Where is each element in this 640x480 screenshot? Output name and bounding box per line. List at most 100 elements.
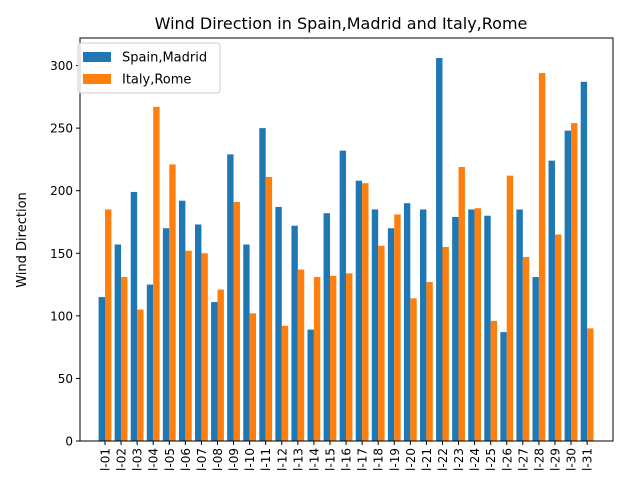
bar-italy-l-14: [313, 277, 321, 441]
bar-spain-l-23: [452, 216, 459, 441]
y-tick-label: 150: [50, 247, 73, 261]
x-tick-label: l-21: [420, 448, 434, 471]
bar-italy-l-22: [442, 247, 449, 441]
y-tick-label: 250: [50, 122, 73, 136]
x-tick-label: l-18: [372, 448, 386, 471]
bar-spain-l-15: [323, 213, 330, 441]
x-tick-label: l-24: [468, 448, 482, 471]
x-tick-label: l-14: [307, 448, 321, 471]
y-tick-label: 200: [50, 184, 73, 198]
bar-italy-l-16: [346, 273, 353, 441]
bar-spain-l-01: [98, 297, 105, 441]
x-axis: l-01 l-02 l-03 l-04 l-05 l-06 l-07 l-08 l-09 l-10…: [99, 441, 595, 471]
x-tick-label: l-31: [581, 448, 595, 471]
bar-spain-l-27: [516, 209, 523, 441]
legend-swatch-spain: [83, 52, 111, 62]
x-tick-label: l-07: [195, 448, 209, 471]
bar-italy-l-13: [297, 269, 305, 441]
bar-spain-l-22: [436, 58, 443, 442]
x-tick-label: l-16: [340, 448, 354, 471]
x-tick-label: l-05: [163, 448, 177, 471]
bar-italy-l-24: [474, 208, 482, 441]
bar-italy-l-05: [169, 164, 176, 441]
bar-italy-l-06: [185, 250, 192, 441]
bar-italy-l-25: [490, 320, 498, 441]
bar-italy-l-07: [201, 253, 208, 441]
bar-spain-l-21: [420, 209, 427, 441]
y-axis: 0 50 100 150 200 250 300: [50, 59, 80, 449]
bar-spain-l-13: [291, 225, 298, 441]
bar-spain-l-16: [339, 150, 347, 441]
bar-spain-l-08: [211, 302, 218, 441]
bar-italy-l-20: [410, 298, 417, 441]
bar-spain-l-26: [500, 332, 507, 441]
bar-spain-l-02: [114, 244, 122, 441]
bar-italy-l-10: [249, 313, 257, 441]
bar-spain-l-09: [227, 154, 234, 441]
bar-italy-l-29: [554, 234, 562, 441]
legend-swatch-italy: [83, 74, 111, 84]
bar-spain-l-18: [371, 209, 379, 441]
bar-italy-l-11: [265, 176, 273, 442]
y-tick-label: 100: [50, 309, 73, 323]
y-axis-label: Wind Direction: [15, 192, 30, 288]
bar-spain-l-11: [259, 128, 266, 442]
bar-italy-l-26: [506, 175, 514, 442]
x-tick-label: l-17: [356, 448, 370, 471]
x-tick-label: l-29: [548, 448, 562, 471]
bar-spain-l-20: [403, 203, 411, 441]
bar-spain-l-07: [195, 224, 202, 441]
bar-spain-l-30: [564, 130, 572, 442]
bar-italy-l-30: [571, 123, 578, 442]
bar-italy-l-15: [329, 275, 337, 441]
x-tick-label: l-23: [452, 448, 466, 471]
legend-box: [77, 42, 221, 94]
bar-spain-l-29: [548, 160, 555, 441]
x-tick-label: l-20: [404, 448, 418, 471]
legend: Spain,Madrid Italy,Rome: [77, 42, 221, 94]
y-tick-label: 50: [58, 372, 73, 386]
bar-spain-l-10: [243, 244, 250, 441]
x-tick-label: l-01: [99, 448, 113, 471]
bar-italy-l-04: [153, 106, 160, 441]
x-tick-label: l-03: [131, 448, 145, 471]
bar-italy-l-17: [362, 183, 369, 441]
plot-frame: [79, 37, 614, 442]
x-tick-label: l-27: [516, 448, 530, 471]
bar-italy-l-08: [217, 289, 224, 441]
x-tick-label: l-02: [115, 448, 129, 471]
x-tick-label: l-19: [388, 448, 402, 471]
bar-spain-l-12: [275, 206, 282, 441]
legend-label-italy: Italy,Rome: [122, 73, 191, 88]
x-tick-label: l-13: [291, 448, 305, 471]
x-tick-label: l-25: [484, 448, 498, 471]
x-tick-label: l-15: [323, 448, 337, 471]
bar-italy-l-09: [233, 201, 240, 441]
x-tick-label: l-06: [179, 448, 193, 471]
bar-spain-l-24: [468, 209, 475, 441]
x-tick-label: l-04: [147, 448, 161, 471]
x-tick-label: l-08: [211, 448, 225, 471]
bar-spain-l-05: [162, 228, 170, 441]
bars-layer: [98, 58, 594, 442]
bar-spain-l-14: [307, 329, 314, 441]
x-tick-label: l-22: [436, 448, 450, 471]
chart-title: Wind Direction in Spain,Madrid and Italy…: [155, 14, 528, 33]
bar-italy-l-28: [538, 73, 546, 441]
bar-italy-l-18: [378, 245, 385, 441]
bar-spain-l-31: [580, 81, 588, 442]
x-tick-label: l-09: [227, 448, 241, 471]
bar-italy-l-02: [121, 277, 128, 441]
bar-italy-l-03: [137, 309, 144, 441]
x-tick-label: l-26: [500, 448, 514, 471]
x-tick-label: l-11: [259, 448, 273, 471]
bar-spain-l-25: [484, 215, 491, 441]
x-tick-label: l-30: [565, 448, 579, 471]
x-tick-label: l-28: [532, 448, 546, 471]
bar-spain-l-17: [355, 180, 363, 441]
x-tick-label: l-10: [243, 448, 257, 471]
bar-italy-l-27: [522, 257, 530, 441]
x-tick-label: l-12: [275, 448, 289, 471]
bar-italy-l-21: [426, 282, 433, 441]
